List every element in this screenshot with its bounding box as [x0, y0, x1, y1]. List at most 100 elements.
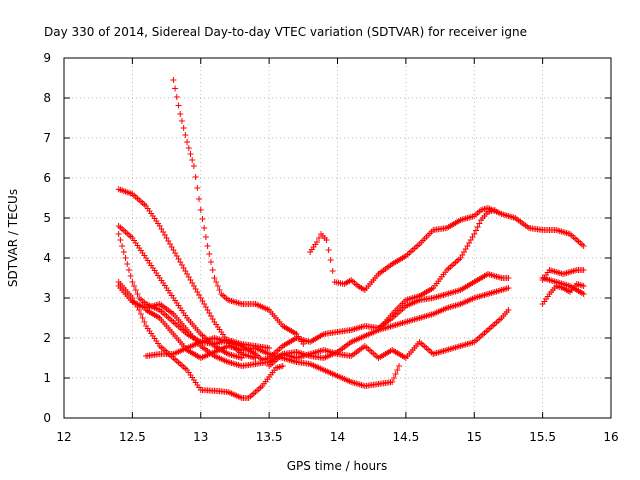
- data-marker: [199, 216, 206, 222]
- data-marker: [325, 247, 332, 253]
- data-marker: [190, 163, 197, 169]
- data-marker: [131, 283, 138, 289]
- data-marker: [238, 355, 245, 361]
- data-marker: [175, 102, 182, 109]
- series-track-7: [143, 271, 512, 363]
- data-marker: [505, 285, 512, 291]
- x-tick-label: 12: [56, 430, 71, 444]
- data-marker: [117, 237, 124, 243]
- y-axis-label: SDTVAR / TECUs: [6, 189, 20, 287]
- data-marker: [279, 363, 286, 369]
- data-marker: [392, 371, 399, 377]
- data-marker: [124, 261, 131, 267]
- data-marker: [187, 151, 194, 157]
- data-marker: [580, 283, 587, 289]
- data-marker: [137, 311, 144, 317]
- x-tick-label: 13: [193, 430, 208, 444]
- y-tick-label: 9: [43, 51, 51, 65]
- data-marker: [139, 315, 146, 321]
- y-axis-ticks: 0 1 2 3 4 5 6 7 8 9: [43, 51, 611, 425]
- data-marker: [194, 185, 201, 191]
- data-markers: [115, 77, 587, 401]
- data-marker: [208, 259, 215, 265]
- y-tick-label: 4: [43, 251, 51, 265]
- y-tick-label: 8: [43, 91, 51, 105]
- data-marker: [180, 125, 187, 131]
- data-marker: [390, 375, 397, 381]
- data-marker: [204, 243, 211, 249]
- series-track-8: [170, 77, 307, 347]
- data-marker: [120, 249, 127, 255]
- x-tick-label: 15.5: [529, 430, 556, 444]
- series-track-10: [307, 205, 587, 293]
- data-marker: [316, 235, 323, 241]
- data-marker: [206, 251, 213, 257]
- series-track-14: [539, 267, 587, 283]
- data-marker: [505, 275, 512, 281]
- x-tick-label: 12.5: [119, 430, 146, 444]
- data-marker: [177, 111, 184, 117]
- data-marker: [580, 291, 587, 297]
- data-marker: [178, 118, 185, 124]
- data-marker: [211, 275, 218, 281]
- data-marker: [216, 287, 223, 293]
- data-marker: [184, 139, 191, 145]
- data-marker: [201, 225, 208, 231]
- data-marker: [170, 77, 177, 83]
- data-marker: [196, 196, 203, 202]
- x-tick-label: 15: [467, 430, 482, 444]
- data-marker: [471, 231, 478, 237]
- data-marker: [476, 220, 483, 227]
- data-marker: [313, 239, 320, 245]
- y-tick-label: 2: [43, 331, 51, 345]
- data-marker: [192, 174, 199, 180]
- x-tick-label: 13.5: [256, 430, 283, 444]
- y-tick-label: 0: [43, 411, 51, 425]
- y-tick-label: 3: [43, 291, 51, 305]
- y-tick-label: 6: [43, 171, 51, 185]
- data-marker: [172, 85, 179, 92]
- data-marker: [327, 257, 334, 263]
- series-track-5: [115, 283, 512, 369]
- data-marker: [505, 307, 512, 313]
- y-tick-label: 5: [43, 211, 51, 225]
- series-track-11: [375, 207, 498, 333]
- data-marker: [129, 279, 136, 285]
- data-marker: [394, 367, 401, 373]
- data-marker: [141, 319, 148, 325]
- data-marker: [580, 267, 587, 273]
- x-tick-label: 14.5: [393, 430, 420, 444]
- grid: [64, 58, 611, 418]
- data-marker: [491, 207, 498, 213]
- data-marker: [197, 207, 204, 213]
- data-marker: [396, 363, 403, 369]
- data-marker: [122, 255, 129, 261]
- data-marker: [127, 273, 134, 279]
- data-marker: [189, 157, 196, 163]
- x-axis-ticks: 12 12.5 13 13.5 14 14.5 15 15.5 16: [56, 58, 619, 444]
- data-marker: [300, 341, 307, 347]
- data-marker: [202, 234, 209, 240]
- data-marker: [323, 237, 330, 243]
- data-marker: [185, 145, 192, 151]
- data-marker: [329, 268, 336, 274]
- data-marker: [474, 224, 481, 230]
- data-marker: [580, 243, 587, 249]
- series-track-13: [539, 275, 587, 297]
- data-marker: [115, 231, 122, 237]
- data-marker: [472, 227, 479, 234]
- data-marker: [125, 267, 132, 273]
- data-marker: [119, 243, 126, 249]
- chart-title: Day 330 of 2014, Sidereal Day-to-day VTE…: [44, 25, 527, 39]
- series-track-9: [266, 285, 512, 369]
- data-marker: [173, 94, 180, 100]
- x-tick-label: 16: [603, 430, 618, 444]
- x-tick-label: 14: [330, 430, 345, 444]
- data-marker: [214, 283, 221, 289]
- data-marker: [266, 345, 273, 351]
- data-marker: [389, 379, 396, 385]
- data-marker: [209, 267, 216, 273]
- y-tick-label: 7: [43, 131, 51, 145]
- data-marker: [182, 132, 189, 138]
